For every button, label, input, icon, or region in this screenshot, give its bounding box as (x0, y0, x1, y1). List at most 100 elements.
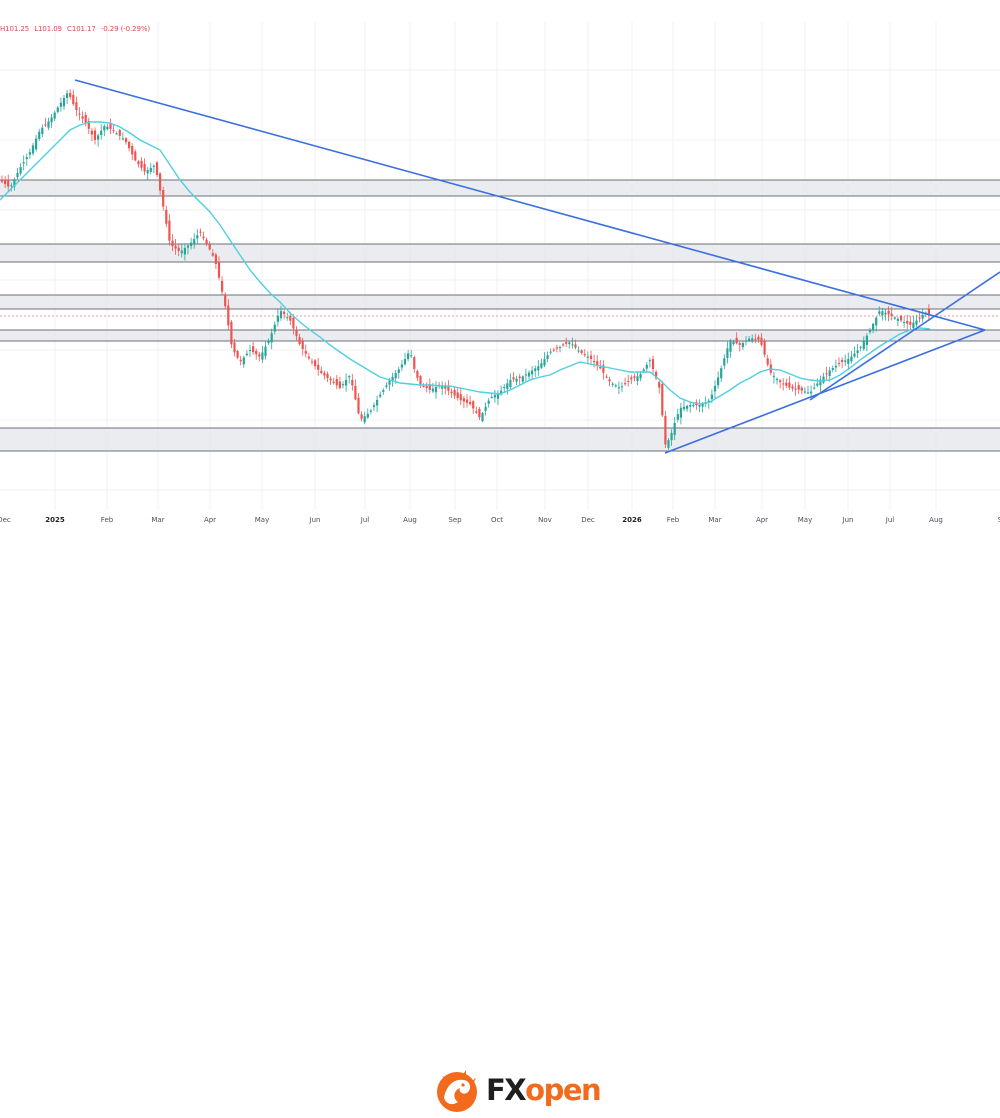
candle-body (382, 390, 385, 392)
candle-body (670, 432, 673, 441)
candle-body (465, 399, 469, 403)
candle-body (264, 346, 267, 357)
candle-body (896, 318, 899, 321)
footer: FXopen (0, 530, 1000, 1112)
candle-body (748, 338, 751, 341)
x-tick-label: 2026 (622, 516, 642, 524)
x-tick-label: Apr (756, 516, 768, 524)
candle-body (143, 163, 146, 172)
candle-body (186, 245, 190, 248)
candle-body (180, 250, 183, 254)
candle-body (137, 161, 140, 165)
candle-body (642, 369, 645, 372)
candle-body (558, 347, 562, 348)
candle-body (314, 360, 317, 367)
candle-body (819, 379, 822, 386)
candle-body (456, 392, 459, 399)
candle-body (128, 141, 131, 149)
candle-body (605, 376, 608, 378)
zone-band (0, 180, 1000, 196)
candle-body (289, 315, 292, 321)
candle-body (828, 370, 831, 376)
candle-body (589, 355, 593, 359)
candle-body (651, 359, 655, 369)
x-axis: Dec 2025 Feb Mar Apr May Jun Jul Aug Sep Oct Nov Dec… (0, 516, 1000, 524)
candle-body (903, 322, 906, 324)
candle-body (66, 93, 69, 98)
price-chart[interactable]: Dec 2025 Feb Mar Apr May Jun Jul Aug Sep Oct Nov Dec… (0, 0, 1000, 530)
x-tick-label: Jul (360, 516, 370, 524)
candlestick-series (0, 89, 930, 450)
candle-body (518, 376, 521, 379)
candle-body (887, 310, 890, 315)
candle-body (10, 185, 13, 187)
candle-body (534, 368, 537, 372)
candle-body (301, 341, 304, 350)
candle-body (258, 354, 261, 357)
candle-body (87, 120, 90, 129)
candle-body (586, 356, 589, 358)
candle-body (881, 311, 884, 316)
candle-body (636, 376, 639, 382)
ohlc-change: -0.29 (-0.29%) (100, 25, 151, 33)
candle-body (806, 392, 810, 394)
candle-body (273, 324, 276, 332)
candle-body (673, 422, 676, 435)
chart-canvas[interactable]: Dec 2025 Feb Mar Apr May Jun Jul Aug Sep Oct Nov Dec… (0, 0, 1000, 530)
candle-body (744, 340, 748, 342)
candle-body (69, 92, 72, 98)
candle-body (546, 355, 549, 359)
candle-body (90, 130, 93, 135)
candle-body (221, 280, 224, 292)
candle-body (757, 336, 760, 340)
candle-body (865, 335, 868, 345)
candle-body (4, 179, 7, 185)
candle-body (822, 376, 825, 383)
candle-body (230, 321, 233, 345)
candle-body (844, 360, 847, 362)
brand-open: open (525, 1073, 602, 1107)
candle-body (813, 387, 816, 389)
candle-body (214, 254, 217, 264)
candle-body (385, 385, 388, 387)
candle-body (475, 411, 478, 413)
x-tick-label: Feb (667, 516, 680, 524)
candle-body (490, 396, 493, 398)
candle-body (918, 317, 921, 319)
candle-body (283, 311, 286, 315)
x-tick-label: Jul (885, 516, 895, 524)
candle-body (140, 160, 143, 168)
candle-body (118, 130, 121, 136)
candle-body (713, 386, 717, 392)
candle-body (233, 342, 236, 353)
candle-body (481, 413, 484, 422)
candle-body (571, 344, 574, 346)
trendline (74, 79, 986, 331)
candle-body (884, 312, 887, 315)
candle-body (890, 313, 893, 316)
candle-body (611, 383, 614, 385)
candle-body (760, 337, 763, 345)
candle-body (909, 321, 912, 325)
candle-body (639, 374, 642, 379)
candle-body (794, 388, 797, 390)
candle-body (788, 382, 791, 388)
candle-body (515, 378, 518, 382)
candle-body (503, 386, 506, 388)
candle-body (868, 330, 872, 333)
candle-body (633, 376, 636, 378)
candle-body (667, 440, 670, 448)
candle-body (177, 247, 180, 251)
zone-band (0, 244, 1000, 262)
trendline (809, 271, 1000, 401)
candle-body (242, 357, 245, 365)
candle-body (329, 378, 332, 381)
candle-body (512, 377, 515, 380)
candle-body (624, 383, 627, 385)
candle-body (717, 377, 720, 386)
candle-body (50, 117, 53, 123)
candle-body (13, 179, 16, 187)
candle-body (25, 157, 28, 160)
candle-body (655, 371, 658, 379)
candle-body (425, 386, 428, 389)
